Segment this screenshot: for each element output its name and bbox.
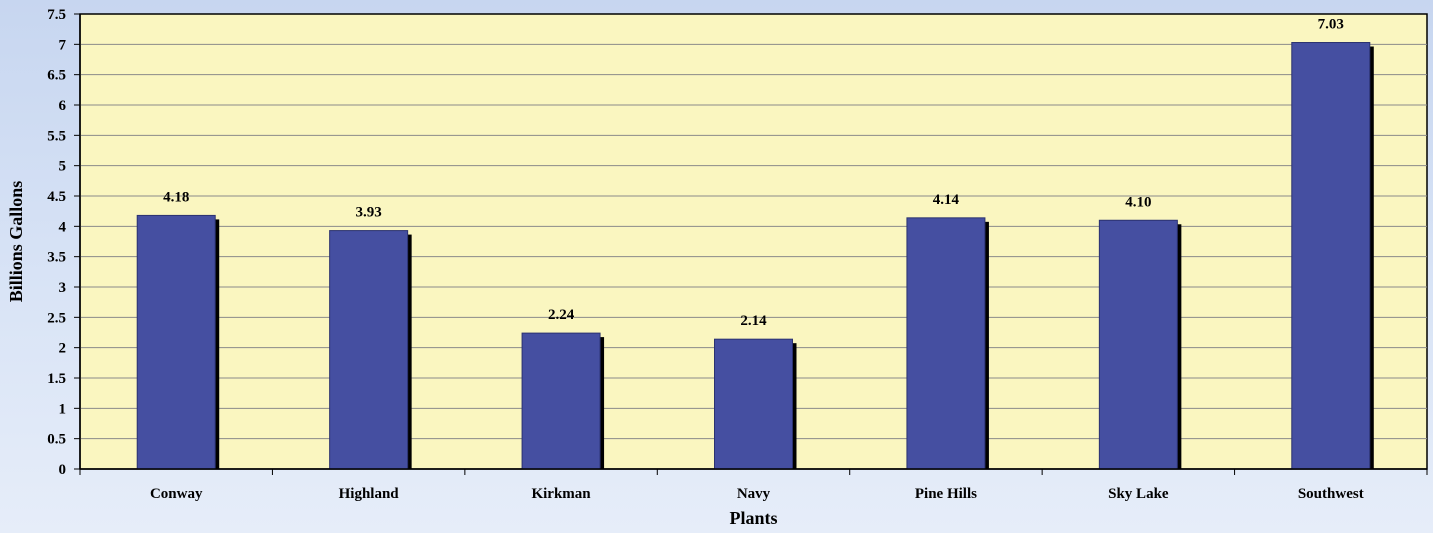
x-tick-label: Highland — [339, 486, 400, 502]
y-tick-label: 7 — [59, 37, 67, 53]
bars — [136, 42, 1374, 470]
y-tick-label: 2.5 — [47, 310, 66, 326]
bar — [521, 332, 601, 470]
bar — [714, 338, 793, 470]
x-tick-label: Kirkman — [531, 486, 591, 502]
y-tick-label: 0 — [59, 462, 67, 478]
y-tick-label: 7.5 — [47, 7, 66, 23]
x-tick-label: Conway — [150, 486, 203, 502]
data-label: 4.10 — [1125, 194, 1151, 210]
x-axis-title: Plants — [729, 508, 777, 528]
bar — [906, 217, 986, 470]
bar — [136, 214, 216, 470]
y-ticks: 0 0.5 1 1.5 2 2.5 3 3.5 4 4.5 5 5.5 6 6.5 7 7.5 — [47, 7, 80, 478]
data-label: 4.18 — [163, 189, 189, 205]
y-tick-label: 4.5 — [47, 189, 66, 205]
y-tick-label: 1 — [59, 401, 67, 417]
y-tick-label: 3 — [59, 280, 67, 296]
data-label: 4.14 — [933, 192, 960, 208]
y-tick-label: 1.5 — [47, 371, 66, 387]
y-tick-label: 2 — [59, 341, 67, 357]
gridlines — [80, 43, 1427, 440]
data-label: 2.14 — [740, 313, 767, 329]
x-tick-label: Southwest — [1298, 486, 1364, 502]
x-tick-label: Sky Lake — [1108, 486, 1169, 502]
value-labels: 4.18 3.93 2.24 2.14 4.14 4.10 7.03 — [163, 17, 1344, 330]
bar — [329, 230, 409, 470]
y-tick-label: 5 — [59, 159, 67, 175]
data-label: 7.03 — [1318, 17, 1344, 33]
y-tick-label: 6 — [59, 98, 67, 114]
x-tick-label: Pine Hills — [915, 486, 977, 502]
bar — [1291, 42, 1371, 470]
bar — [1098, 219, 1178, 470]
y-tick-label: 0.5 — [47, 432, 66, 448]
x-ticks: Conway Highland Kirkman Navy Pine Hills Sky L… — [79, 469, 1428, 502]
y-tick-label: 5.5 — [47, 128, 66, 144]
x-tick-label: Navy — [737, 486, 771, 502]
data-label: 3.93 — [356, 205, 382, 221]
y-tick-label: 4 — [59, 219, 67, 235]
y-tick-label: 6.5 — [47, 68, 66, 84]
y-tick-label: 3.5 — [47, 250, 66, 266]
y-axis-title: Billions Gallons — [6, 181, 26, 303]
data-label: 2.24 — [548, 307, 575, 323]
